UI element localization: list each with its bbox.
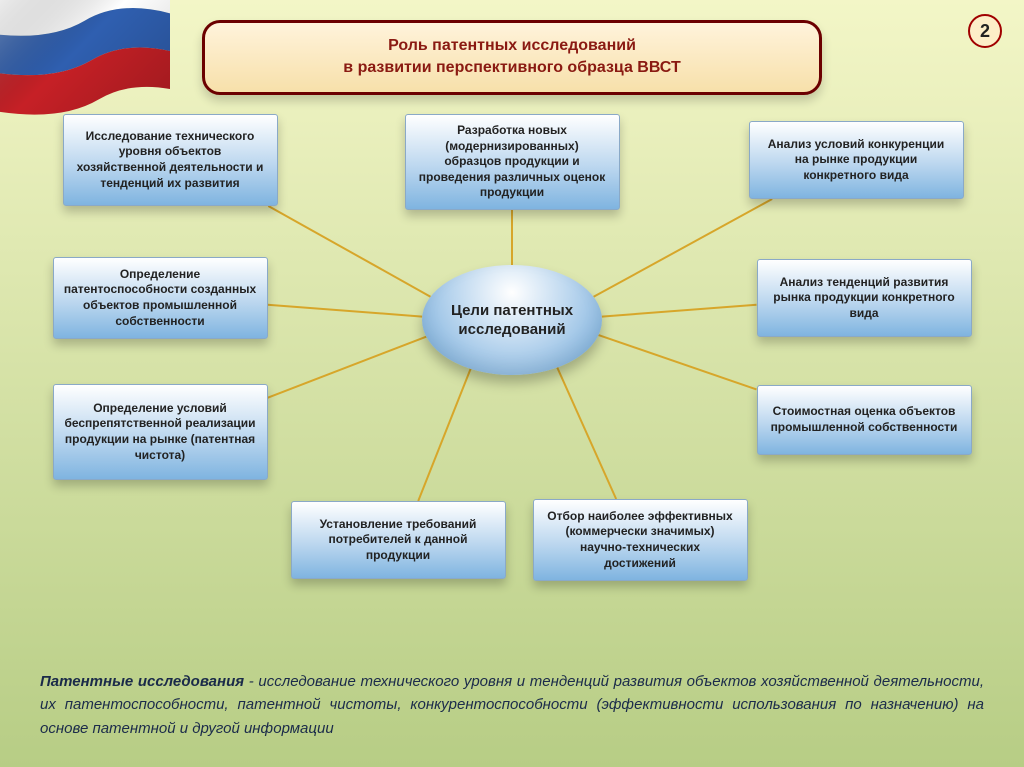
leaf-node-label: Разработка новых (модернизированных) обр… [416, 123, 609, 201]
diagram-layer: Цели патентных исследований Исследование… [0, 0, 1024, 767]
leaf-node-label: Исследование технического уровня объекто… [74, 129, 267, 191]
leaf-node: Исследование технического уровня объекто… [63, 114, 278, 206]
leaf-node: Анализ тенденций развития рынка продукци… [757, 259, 972, 337]
title-line-1: Роль патентных исследований [225, 35, 799, 57]
leaf-node: Определение патентоспособности созданных… [53, 257, 268, 339]
leaf-node-label: Отбор наиболее эффективных (коммерчески … [544, 509, 737, 571]
leaf-node-label: Установление требований потребителей к д… [302, 517, 495, 564]
page-number-badge: 2 [968, 14, 1002, 48]
leaf-node: Разработка новых (модернизированных) обр… [405, 114, 620, 210]
leaf-node: Анализ условий конкуренции на рынке прод… [749, 121, 964, 199]
page-number: 2 [980, 21, 990, 42]
slide-title: Роль патентных исследований в развитии п… [202, 20, 822, 95]
leaf-node-label: Анализ тенденций развития рынка продукци… [768, 275, 961, 322]
leaf-node-label: Стоимостная оценка объектов промышленной… [768, 404, 961, 435]
center-node-label: Цели патентных исследований [422, 301, 602, 340]
leaf-node: Стоимостная оценка объектов промышленной… [757, 385, 972, 455]
title-line-2: в развитии перспективного образца ВВСТ [225, 57, 799, 79]
center-node: Цели патентных исследований [422, 265, 602, 375]
footer-term: Патентные исследования [40, 673, 244, 690]
footer-definition: Патентные исследования - исследование те… [40, 670, 984, 740]
leaf-node: Определение условий беспрепятственной ре… [53, 384, 268, 480]
leaf-node-label: Анализ условий конкуренции на рынке прод… [760, 137, 953, 184]
leaf-node-label: Определение условий беспрепятственной ре… [64, 401, 257, 463]
leaf-node: Отбор наиболее эффективных (коммерчески … [533, 499, 748, 581]
leaf-node-label: Определение патентоспособности созданных… [64, 267, 257, 329]
leaf-node: Установление требований потребителей к д… [291, 501, 506, 579]
